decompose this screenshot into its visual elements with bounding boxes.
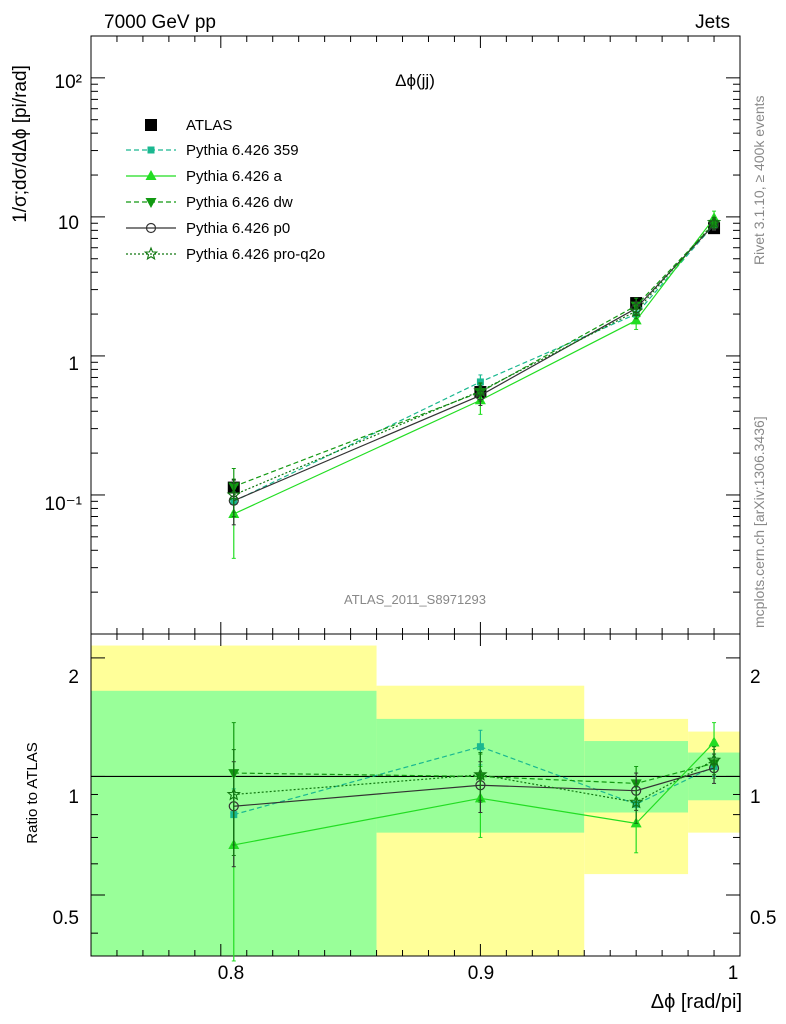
- main-series-atlas: [227, 222, 721, 497]
- main-line-dw: [233, 223, 715, 488]
- main-ytick-label: 10: [58, 213, 79, 234]
- ratio-point-359: [476, 743, 484, 751]
- main-series-359: [230, 220, 718, 513]
- legend-label: Pythia 6.426 pro-q2o: [186, 246, 325, 263]
- ratio-bands: [91, 645, 740, 956]
- main-point-pro-q2o: [473, 383, 488, 398]
- main-point-pro-q2o: [706, 215, 722, 229]
- ratio-series: [226, 722, 722, 962]
- rivet-version-text: Rivet 3.1.10, ≥ 400k events: [751, 95, 767, 265]
- ratio-line-pro-q2o: [233, 759, 715, 803]
- legend-marker: [145, 119, 157, 131]
- ratio-line-p0: [233, 767, 715, 807]
- ratio-point-pro-q2o: [226, 786, 241, 801]
- ratio-line-dw: [233, 762, 715, 785]
- main-ytick-label: 10⁻¹: [45, 494, 83, 515]
- main-y-axis-label: 1/σ;dσ/dΔϕ [pi/rad]: [10, 65, 31, 223]
- legend-marker-359: [126, 146, 176, 154]
- xtick-label: 0.9: [468, 963, 494, 984]
- main-line-p0: [233, 224, 715, 502]
- legend-label: Pythia 6.426 a: [186, 168, 283, 185]
- legend-marker: [147, 146, 155, 154]
- xtick-label: 0.8: [218, 963, 244, 984]
- ratio-ytick-label: 0.5: [53, 908, 79, 929]
- legend-marker: [145, 170, 157, 180]
- xtick-label: 1: [728, 963, 739, 984]
- legend-marker-pro-q2o: [126, 246, 176, 261]
- header-left: 7000 GeV pp: [104, 12, 216, 33]
- legend-marker: [145, 222, 157, 234]
- ratio-panel-frame: [90, 633, 741, 957]
- ratio-point-pro-q2o: [706, 752, 722, 767]
- legend-marker-p0: [126, 222, 176, 234]
- ratio-series-pro-q2o: [226, 746, 722, 856]
- legend-marker-a: [126, 170, 176, 180]
- main-line-pro-q2o: [233, 222, 715, 496]
- main-line-a: [233, 217, 715, 515]
- main-line-359: [233, 224, 715, 502]
- ratio-ytick-label: 2: [68, 667, 79, 688]
- ratio-ytick-label-right: 1: [750, 787, 761, 808]
- ratio-point-a: [708, 736, 720, 747]
- legend-label: Pythia 6.426 p0: [186, 220, 290, 237]
- ratio-y-axis-label: Ratio to ATLAS: [24, 742, 41, 843]
- ratio-ytick-label-right: 0.5: [750, 908, 776, 929]
- ratio-line-359: [233, 746, 715, 816]
- header-right: Jets: [695, 12, 730, 33]
- main-series: [226, 210, 722, 559]
- legend-marker: [143, 246, 159, 261]
- main-series-pro-q2o: [226, 215, 722, 518]
- legend-label: Pythia 6.426 359: [186, 142, 299, 159]
- mcplots-text: mcplots.cern.ch [arXiv:1306.3436]: [751, 416, 767, 628]
- main-title: Δϕ(jj): [395, 71, 435, 90]
- legend-marker-atlas: [145, 119, 157, 131]
- x-axis-label: Δϕ [rad/pi]: [651, 991, 742, 1013]
- ratio-point-pro-q2o: [473, 767, 488, 781]
- legend-marker: [145, 198, 157, 208]
- axis-ticks: [90, 35, 741, 956]
- main-ytick-label: 10²: [55, 72, 82, 93]
- legend-label: ATLAS: [186, 117, 232, 134]
- ratio-point-pro-q2o: [629, 794, 644, 809]
- legend: ATLAS Pythia 6.426 359 Pythia 6.426 a Py…: [126, 117, 325, 263]
- main-point-359: [476, 378, 484, 386]
- main-point-pro-q2o: [226, 487, 241, 502]
- analysis-watermark: ATLAS_2011_S8971293: [344, 592, 486, 607]
- legend-marker-dw: [126, 198, 176, 208]
- ratio-ytick-label: 1: [68, 787, 79, 808]
- legend-label: Pythia 6.426 dw: [186, 194, 293, 211]
- main-ytick-label: 1: [68, 354, 79, 375]
- main-series-p0: [228, 218, 720, 526]
- main-point-pro-q2o: [629, 303, 644, 318]
- main-point-a: [630, 314, 642, 325]
- ratio-ytick-label-right: 2: [750, 667, 761, 688]
- ratio-line-a: [233, 742, 715, 846]
